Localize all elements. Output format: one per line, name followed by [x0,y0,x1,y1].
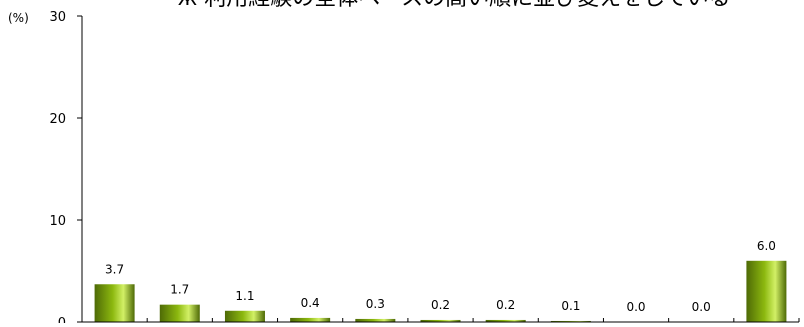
data-label: 3.7 [105,262,124,276]
data-label: 6.0 [757,239,776,253]
y-tick-label: 10 [49,214,66,229]
bar [485,319,526,322]
data-label: 1.1 [235,289,254,303]
bars [94,260,787,322]
data-labels: 3.7 1.7 1.1 0.4 0.3 0.2 0.2 0.1 0.0 0.0 6.0 [105,239,776,314]
bar [224,310,265,322]
y-tick-label: 30 [49,10,66,25]
y-axis-ticks: 0 10 20 30 [49,10,82,327]
bar [550,320,591,322]
data-label: 0.2 [496,298,515,312]
bar [290,317,331,322]
data-label: 0.0 [626,300,645,314]
data-label: 0.4 [301,296,320,310]
bar [746,260,787,322]
bar [420,319,461,322]
bar [159,304,200,322]
y-tick-label: 20 [49,112,66,127]
data-label: 0.3 [366,297,385,311]
x-axis-ticks [81,318,800,322]
data-label: 0.0 [692,300,711,314]
data-label: 0.2 [431,298,450,312]
bar [94,284,135,322]
data-label: 0.1 [561,299,580,313]
y-axis-unit: (%) [8,11,29,25]
bar [355,318,396,322]
data-label: 1.7 [170,283,189,297]
chart-title: ж 利用経験の全体ベースの高い順に並び変えをしている [177,0,730,11]
y-tick-label: 0 [58,316,66,323]
